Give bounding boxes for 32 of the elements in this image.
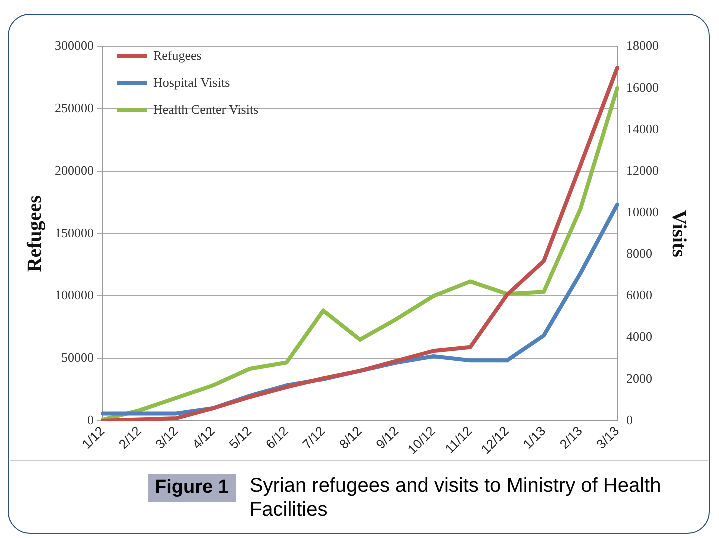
x-tick-label: 4/12 bbox=[189, 424, 218, 452]
x-tick-label: 3/12 bbox=[152, 424, 182, 452]
y-tick-label: 100000 bbox=[55, 288, 94, 303]
y-axis-title: Refugees bbox=[24, 195, 46, 272]
y2-tick-label: 10000 bbox=[626, 204, 659, 220]
y2-tick-label: 12000 bbox=[626, 162, 659, 178]
y-tick-label: 300000 bbox=[55, 38, 94, 54]
y-tick-label: 150000 bbox=[55, 225, 94, 240]
x-tick-label: 7/12 bbox=[300, 424, 328, 452]
x-tick-label: 3/13 bbox=[594, 424, 622, 452]
legend-label: Health Center Visits bbox=[154, 102, 259, 117]
legend-label: Refugees bbox=[154, 48, 202, 63]
x-tick-label: 8/12 bbox=[336, 424, 365, 452]
legend-label: Hospital Visits bbox=[154, 74, 230, 90]
caption: Figure 1 bbox=[148, 474, 236, 502]
x-tick-label: 6/12 bbox=[262, 424, 292, 452]
text: Syrian refugees and visits to Ministry of Health Facilities bbox=[250, 474, 662, 522]
y2-tick-label: 18000 bbox=[626, 38, 659, 54]
x-tick-label: 5/12 bbox=[226, 424, 255, 452]
y2-tick-label: 4000 bbox=[626, 329, 652, 344]
y2-tick-label: 14000 bbox=[626, 121, 659, 136]
y-tick-label: 50000 bbox=[62, 350, 94, 366]
y2-tick-label: 6000 bbox=[626, 288, 652, 303]
y-tick-label: 200000 bbox=[55, 162, 94, 178]
x-tick-label: 1/13 bbox=[520, 424, 549, 452]
x-tick-label: 9/12 bbox=[373, 424, 402, 452]
y-tick-label: 250000 bbox=[55, 100, 94, 116]
y2-tick-label: 2000 bbox=[626, 370, 652, 386]
y2-tick-label: 0 bbox=[626, 412, 633, 428]
y2-tick-label: 8000 bbox=[626, 246, 652, 262]
y2-axis-title: Visits bbox=[668, 210, 690, 258]
y2-tick-label: 16000 bbox=[626, 80, 659, 95]
